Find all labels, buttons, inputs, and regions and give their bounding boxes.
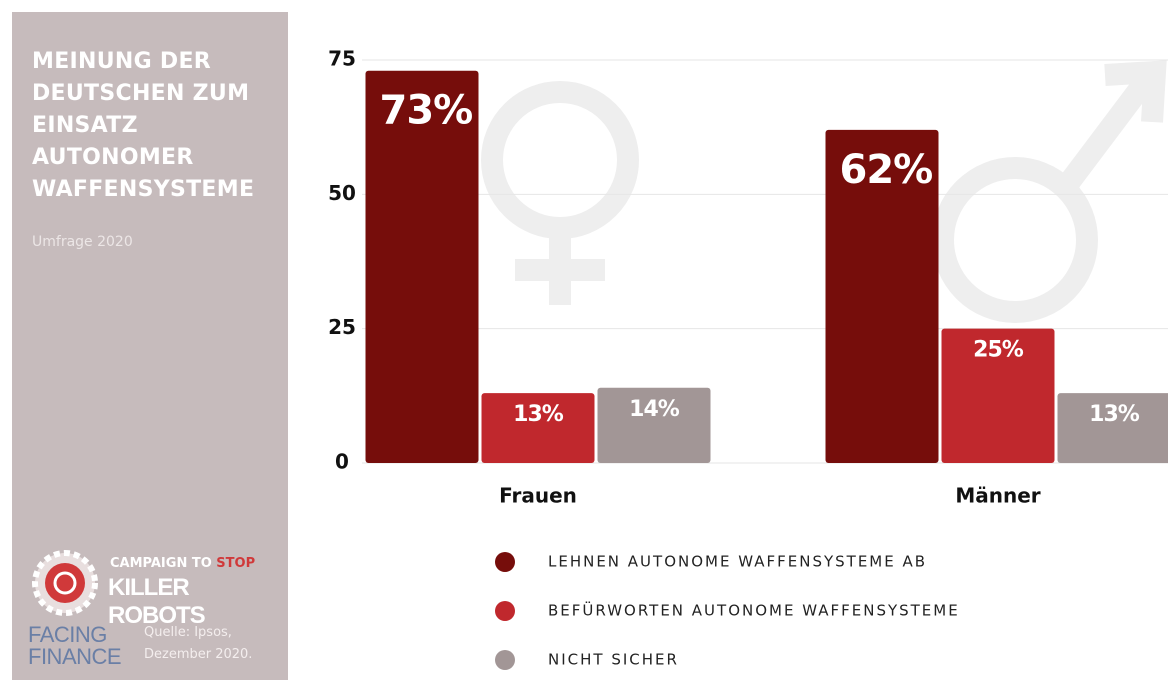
y-tick-label: 75 [328, 47, 356, 71]
bar [941, 328, 1055, 463]
logo-main: KILLER ROBOTS [108, 574, 206, 629]
bar [597, 387, 711, 463]
logo-top: CAMPAIGN TO [110, 556, 212, 571]
legend-swatch [495, 650, 515, 670]
value-label: 73% [380, 88, 473, 134]
legend-label: BEFÜRWORTEN AUTONOME WAFFENSYSTEME [548, 601, 960, 620]
x-tick-label: Frauen [499, 484, 577, 508]
y-tick-label: 0 [335, 450, 349, 474]
value-label: 25% [973, 338, 1024, 363]
logo-gear [32, 550, 98, 616]
logo-accent: STOP [216, 556, 256, 571]
legend-label: LEHNEN AUTONOME WAFFENSYSTEME AB [548, 553, 927, 571]
logo-text: CAMPAIGN TO STOP [110, 556, 255, 571]
gender-symbols [481, 60, 1167, 323]
value-label: 13% [513, 402, 564, 427]
value-label: 62% [840, 147, 933, 193]
x-tick-label: Männer [955, 484, 1040, 508]
bar [1057, 393, 1168, 463]
logo-facing-finance: FACING FINANCE [28, 622, 122, 669]
value-label: 14% [629, 397, 680, 422]
bar [481, 393, 595, 463]
y-tick-label: 25 [328, 315, 356, 339]
bar [365, 70, 479, 463]
value-label: 13% [1089, 402, 1140, 427]
subtitle: Umfrage 2020 [32, 234, 133, 250]
bar [825, 129, 939, 463]
legend-swatch [495, 552, 515, 572]
legend-label: NICHT SICHER [548, 651, 679, 669]
title: MEINUNG DER DEUTSCHEN ZUM EINSATZ AUTONO… [32, 49, 255, 202]
sidebar: MEINUNG DER DEUTSCHEN ZUM EINSATZ AUTONO… [12, 12, 288, 680]
legend-swatch [495, 601, 515, 621]
source: Quelle: Ipsos, Dezember 2020. [144, 625, 253, 662]
y-tick-label: 50 [328, 181, 356, 205]
